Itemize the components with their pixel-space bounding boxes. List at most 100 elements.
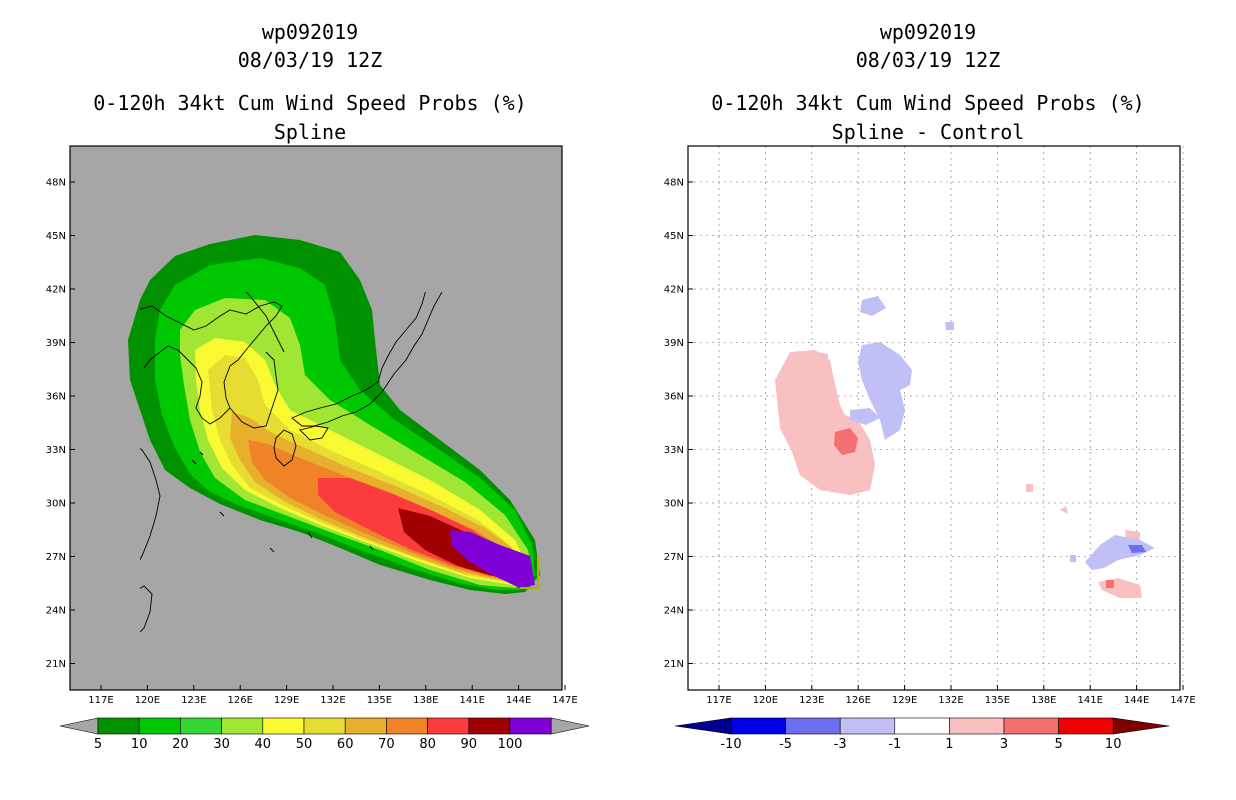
colorbar-label: 5 <box>94 737 102 752</box>
colorbar-swatch <box>1003 717 1059 735</box>
colorbar-label: 90 <box>461 737 478 752</box>
lat-tick-label: 48N <box>664 178 684 189</box>
colorbar-swatch <box>138 717 181 735</box>
lat-tick-label: 27N <box>664 552 684 563</box>
right-lat-axis: 48N 45N 42N 39N 36N 33N 30N 27N 24N 21N <box>664 178 693 670</box>
lat-tick-label: 39N <box>46 338 66 349</box>
lon-tick-label: 135E <box>367 695 392 706</box>
colorbar-label: 30 <box>213 737 230 752</box>
right-map-frame <box>687 145 1181 691</box>
lon-tick-label: 123E <box>799 695 824 706</box>
lon-tick-label: 141E <box>1077 695 1102 706</box>
lat-tick-label: 42N <box>46 285 66 296</box>
colorbar-swatch <box>949 717 1005 735</box>
lon-tick-label: 126E <box>845 695 870 706</box>
colorbar-swatch <box>221 717 264 735</box>
colorbar-swatch <box>468 717 511 735</box>
left-colorbar: 5 10 20 30 40 50 60 70 80 90 100 <box>59 717 590 752</box>
lon-tick-label: 132E <box>320 695 345 706</box>
colorbar-label: 70 <box>378 737 395 752</box>
colorbar-label: 80 <box>419 737 436 752</box>
lon-tick-label: 117E <box>706 695 731 706</box>
colorbar-lower-arrow <box>59 717 99 735</box>
lat-tick-label: 36N <box>46 392 66 403</box>
colorbar-swatch <box>785 717 841 735</box>
lat-tick-label: 48N <box>46 178 66 189</box>
colorbar-label: 100 <box>498 737 523 752</box>
left-storm-id: wp092019 <box>261 20 359 44</box>
lat-tick-label: 42N <box>664 285 684 296</box>
right-map-background <box>688 146 1180 690</box>
colorbar-label: 60 <box>337 737 354 752</box>
colorbar-label: 3 <box>1000 737 1008 752</box>
colorbar-label: 1 <box>945 737 953 752</box>
colorbar-label: 5 <box>1054 737 1062 752</box>
lon-tick-label: 129E <box>892 695 917 706</box>
lon-tick-label: 141E <box>459 695 484 706</box>
right-product-title: 0-120h 34kt Cum Wind Speed Probs (%) <box>711 91 1145 115</box>
lon-tick-label: 132E <box>938 695 963 706</box>
colorbar-label: 20 <box>172 737 189 752</box>
right-datetime: 08/03/19 12Z <box>855 48 1001 72</box>
colorbar-swatch <box>386 717 428 735</box>
colorbar-swatch <box>262 717 305 735</box>
right-lon-axis: 117E 120E 123E 126E 129E 132E 135E 138E 141E 144E… <box>706 685 1196 706</box>
right-difference-shading <box>775 296 1155 598</box>
lon-tick-label: 147E <box>552 695 577 706</box>
lat-tick-label: 21N <box>664 659 684 670</box>
colorbar-label: 50 <box>296 737 313 752</box>
lon-tick-label: 123E <box>181 695 206 706</box>
left-probability-shading <box>128 235 540 594</box>
colorbar-lower-arrow <box>674 717 732 735</box>
colorbar-label: -5 <box>779 737 792 752</box>
lon-tick-label: 120E <box>753 695 778 706</box>
left-map-frame <box>69 145 563 691</box>
left-variant-title: Spline <box>273 120 347 144</box>
lon-tick-label: 138E <box>413 695 438 706</box>
lon-tick-label: 144E <box>1124 695 1149 706</box>
colorbar-label: -3 <box>834 737 847 752</box>
colorbar-swatch <box>344 717 387 735</box>
lat-tick-label: 39N <box>664 338 684 349</box>
right-storm-id: wp092019 <box>879 20 977 44</box>
lon-tick-label: 120E <box>135 695 160 706</box>
colorbar-swatch <box>1058 717 1114 735</box>
lat-tick-label: 21N <box>46 659 66 670</box>
colorbar-swatch <box>427 717 470 735</box>
colorbar-label: 10 <box>131 737 148 752</box>
colorbar-swatch <box>97 717 140 735</box>
lat-tick-label: 45N <box>46 231 66 242</box>
lon-tick-label: 126E <box>227 695 252 706</box>
left-datetime: 08/03/19 12Z <box>237 48 383 72</box>
lon-tick-label: 117E <box>88 695 113 706</box>
colorbar-label: -10 <box>720 737 741 752</box>
lat-tick-label: 27N <box>46 552 66 563</box>
colorbar-label: 40 <box>255 737 272 752</box>
left-map-panel: 48N 45N 42N 39N 36N 33N 30N 27N 24N 21N 117E 120E 1… <box>46 145 578 706</box>
lat-tick-label: 24N <box>664 606 684 617</box>
lon-tick-label: 135E <box>985 695 1010 706</box>
left-lon-axis: 117E 120E 123E 126E 129E 132E 135E 138E 141E 144E… <box>88 685 578 706</box>
colorbar-swatch <box>894 717 950 735</box>
lat-tick-label: 45N <box>664 231 684 242</box>
lat-tick-label: 33N <box>46 445 66 456</box>
right-variant-title: Spline - Control <box>831 120 1025 144</box>
colorbar-swatch <box>509 717 552 735</box>
colorbar-swatch <box>839 717 896 735</box>
colorbar-upper-arrow <box>1112 717 1170 735</box>
lat-tick-label: 30N <box>46 499 66 510</box>
colorbar-label: -1 <box>888 737 901 752</box>
lon-tick-label: 144E <box>506 695 531 706</box>
lon-tick-label: 147E <box>1170 695 1195 706</box>
colorbar-swatch <box>180 717 222 735</box>
lat-tick-label: 36N <box>664 392 684 403</box>
lat-tick-label: 30N <box>664 499 684 510</box>
right-colorbar: -10 -5 -3 -1 1 3 5 10 <box>674 717 1170 752</box>
left-lat-axis: 48N 45N 42N 39N 36N 33N 30N 27N 24N 21N <box>46 178 75 670</box>
colorbar-upper-arrow <box>550 717 590 735</box>
colorbar-swatch <box>730 717 786 735</box>
left-product-title: 0-120h 34kt Cum Wind Speed Probs (%) <box>93 91 527 115</box>
lat-tick-label: 24N <box>46 606 66 617</box>
